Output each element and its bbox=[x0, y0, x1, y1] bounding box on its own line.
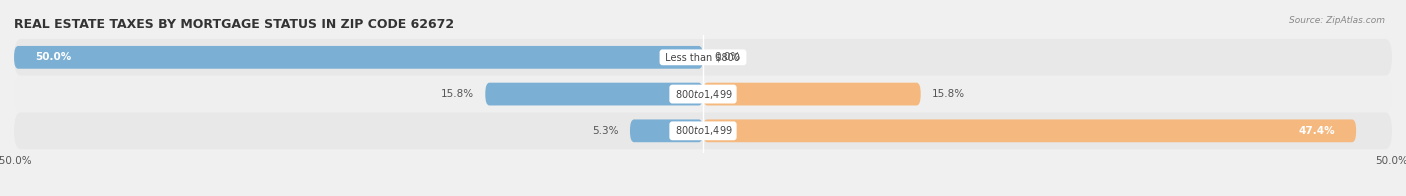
Text: 0.0%: 0.0% bbox=[714, 52, 741, 62]
Text: 5.3%: 5.3% bbox=[592, 126, 619, 136]
Text: $800 to $1,499: $800 to $1,499 bbox=[672, 124, 734, 137]
Text: 50.0%: 50.0% bbox=[35, 52, 70, 62]
FancyBboxPatch shape bbox=[14, 39, 1392, 76]
Legend: Without Mortgage, With Mortgage: Without Mortgage, With Mortgage bbox=[596, 194, 810, 196]
Text: 15.8%: 15.8% bbox=[441, 89, 474, 99]
FancyBboxPatch shape bbox=[14, 76, 1392, 113]
Text: 15.8%: 15.8% bbox=[932, 89, 965, 99]
FancyBboxPatch shape bbox=[485, 83, 703, 105]
FancyBboxPatch shape bbox=[703, 119, 1357, 142]
Text: 47.4%: 47.4% bbox=[1299, 126, 1336, 136]
Text: Source: ZipAtlas.com: Source: ZipAtlas.com bbox=[1289, 16, 1385, 25]
FancyBboxPatch shape bbox=[703, 83, 921, 105]
FancyBboxPatch shape bbox=[630, 119, 703, 142]
FancyBboxPatch shape bbox=[14, 113, 1392, 149]
Text: Less than $800: Less than $800 bbox=[662, 52, 744, 62]
FancyBboxPatch shape bbox=[14, 46, 703, 69]
Text: $800 to $1,499: $800 to $1,499 bbox=[672, 88, 734, 101]
Text: REAL ESTATE TAXES BY MORTGAGE STATUS IN ZIP CODE 62672: REAL ESTATE TAXES BY MORTGAGE STATUS IN … bbox=[14, 18, 454, 31]
